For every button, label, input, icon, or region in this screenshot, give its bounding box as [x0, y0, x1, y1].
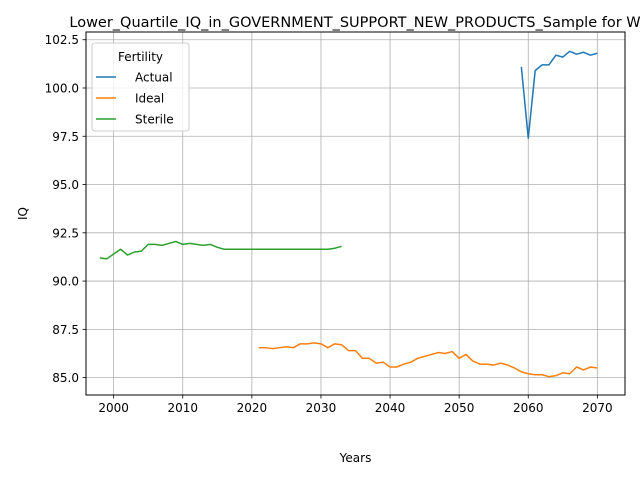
legend-title: Fertility	[118, 50, 163, 64]
x-tick-label: 2050	[444, 401, 475, 415]
x-tick-label: 2000	[98, 401, 129, 415]
x-tick-label: 2010	[167, 401, 198, 415]
y-tick-label: 95.0	[52, 178, 79, 192]
chart-title: Lower_Quartile_IQ_in_GOVERNMENT_SUPPORT_…	[69, 15, 640, 31]
y-tick-label: 85.0	[52, 371, 79, 385]
y-tick-label: 92.5	[52, 226, 79, 240]
x-tick-label: 2060	[513, 401, 544, 415]
y-tick-label: 87.5	[52, 323, 79, 337]
x-tick-label: 2030	[306, 401, 337, 415]
legend-label-actual: Actual	[135, 71, 173, 85]
y-axis-label: IQ	[16, 207, 30, 220]
legend: Fertility Actual Ideal Sterile	[92, 43, 189, 131]
y-tick-label: 90.0	[52, 275, 79, 289]
x-tick-label: 2070	[582, 401, 613, 415]
legend-label-ideal: Ideal	[135, 92, 164, 106]
x-tick-label: 2040	[375, 401, 406, 415]
legend-label-sterile: Sterile	[135, 113, 174, 127]
y-tick-label: 100.0	[45, 81, 79, 95]
x-axis-label: Years	[339, 451, 372, 465]
y-tick-label: 102.5	[45, 33, 79, 47]
y-tick-label: 97.5	[52, 130, 79, 144]
x-tick-label: 2020	[237, 401, 268, 415]
